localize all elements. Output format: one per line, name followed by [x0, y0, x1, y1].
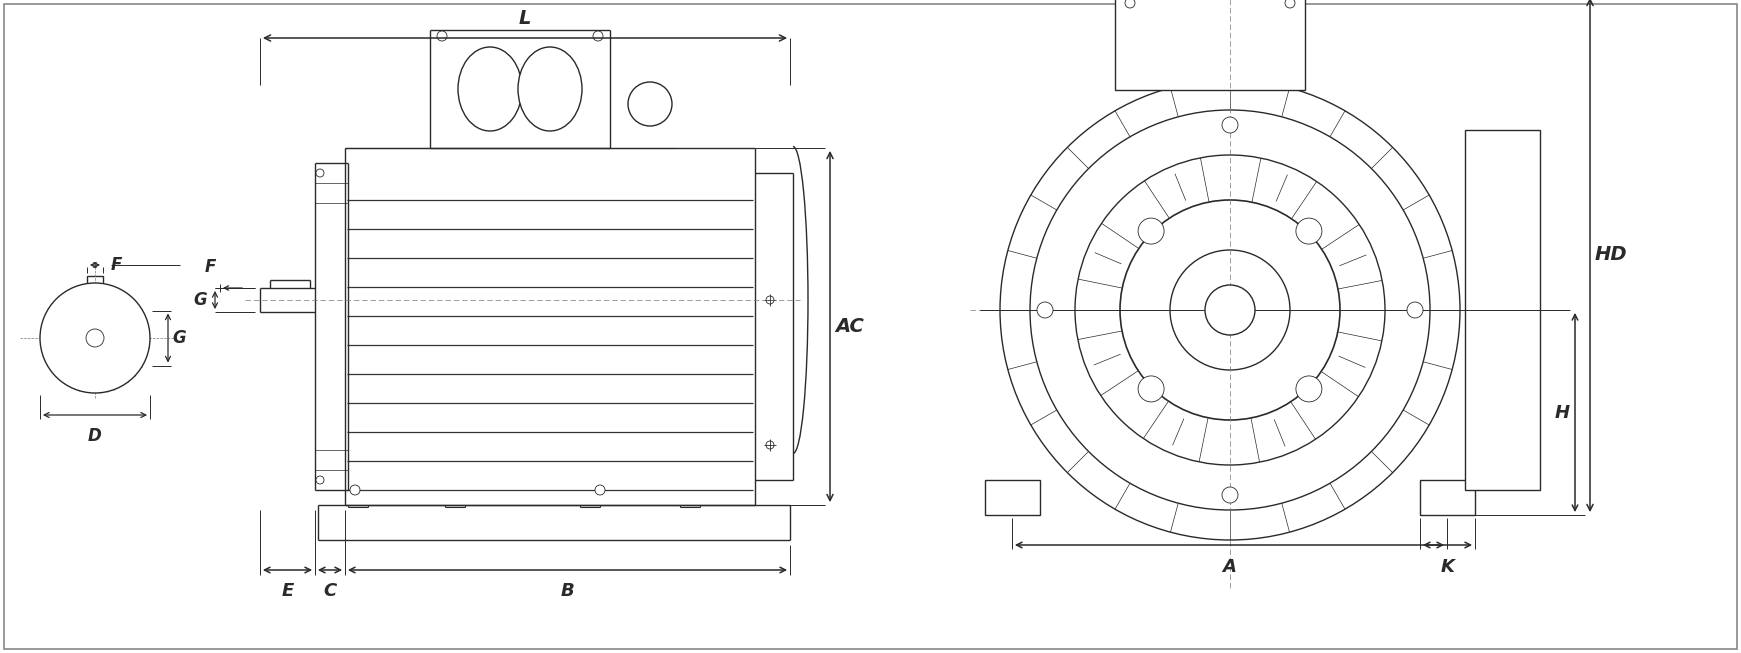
Text: AC: AC — [836, 317, 864, 336]
Text: B: B — [561, 582, 575, 600]
Circle shape — [1407, 302, 1422, 318]
Bar — [1421, 480, 1475, 515]
Bar — [87, 276, 103, 286]
Text: C: C — [324, 582, 336, 600]
Text: G: G — [193, 291, 207, 309]
Circle shape — [40, 283, 150, 393]
Circle shape — [1222, 487, 1238, 503]
Circle shape — [85, 329, 104, 347]
Circle shape — [1295, 218, 1321, 244]
Circle shape — [1295, 376, 1321, 402]
Text: A: A — [1222, 558, 1236, 576]
Circle shape — [317, 476, 324, 484]
Circle shape — [1074, 155, 1386, 465]
Text: E: E — [282, 582, 294, 600]
Circle shape — [1038, 302, 1053, 318]
Circle shape — [629, 82, 672, 126]
Circle shape — [1222, 117, 1238, 133]
Circle shape — [1139, 376, 1165, 402]
Text: G: G — [172, 329, 186, 347]
Circle shape — [1125, 0, 1135, 8]
Bar — [985, 480, 1039, 515]
Text: F: F — [204, 258, 216, 276]
Circle shape — [595, 485, 606, 495]
Circle shape — [999, 80, 1461, 540]
Text: L: L — [519, 9, 531, 28]
Ellipse shape — [519, 47, 581, 131]
Circle shape — [594, 31, 602, 41]
Text: D: D — [89, 427, 103, 445]
Text: H: H — [1555, 404, 1570, 421]
Circle shape — [1205, 285, 1255, 335]
Ellipse shape — [458, 47, 522, 131]
Circle shape — [1031, 110, 1429, 510]
Circle shape — [317, 169, 324, 177]
Circle shape — [1170, 250, 1290, 370]
Bar — [1114, 0, 1306, 90]
Circle shape — [1139, 218, 1165, 244]
Text: F: F — [111, 256, 122, 274]
Circle shape — [350, 485, 360, 495]
Text: HD: HD — [1595, 246, 1628, 264]
Circle shape — [437, 31, 447, 41]
Bar — [1464, 130, 1541, 490]
Text: K: K — [1440, 558, 1454, 576]
Circle shape — [1119, 200, 1341, 420]
Circle shape — [1285, 0, 1295, 8]
